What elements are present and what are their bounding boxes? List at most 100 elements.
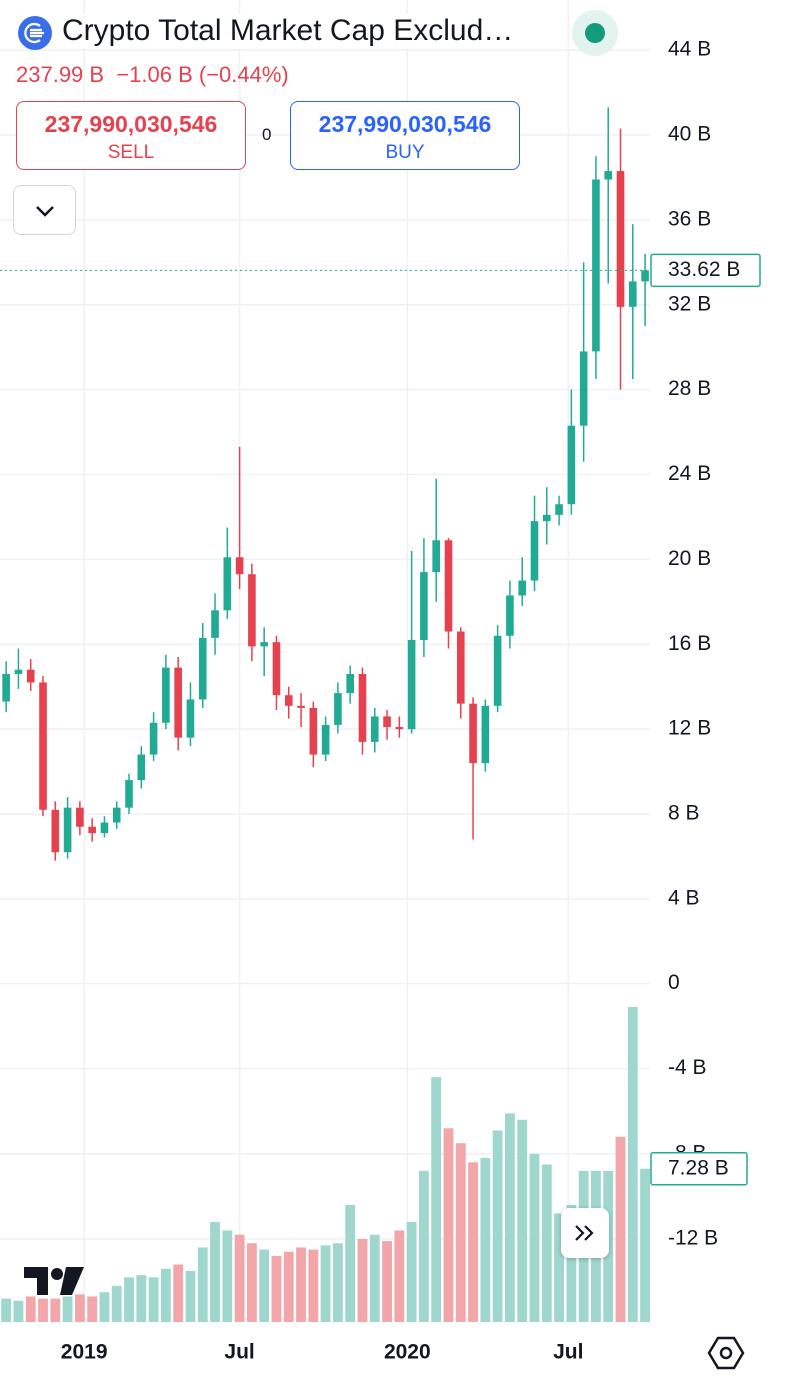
candle-body xyxy=(383,716,391,728)
candle-body xyxy=(211,610,219,638)
volume-bar xyxy=(136,1275,147,1322)
chevron xyxy=(36,206,54,217)
y-tick-label: 4 B xyxy=(668,886,700,909)
x-tick-label: 2019 xyxy=(61,1341,108,1364)
volume-bar xyxy=(492,1130,503,1322)
volume-bar xyxy=(320,1245,331,1322)
spread: 0 xyxy=(262,125,272,144)
candle-body xyxy=(186,699,195,738)
candle-body xyxy=(456,631,465,704)
volume-bar xyxy=(234,1234,245,1322)
settings-icon xyxy=(707,1336,745,1370)
volume-bar xyxy=(418,1170,429,1322)
candle-body xyxy=(481,705,490,764)
volume-bar xyxy=(406,1221,417,1322)
candle-body xyxy=(112,807,121,823)
candle-body xyxy=(432,540,441,573)
y-tick-label: 28 B xyxy=(668,377,711,400)
candle-body xyxy=(2,673,10,702)
settings-button[interactable] xyxy=(706,1334,746,1377)
candle-body xyxy=(321,724,330,755)
buy-price: 237,990,030,546 xyxy=(318,111,492,137)
candle-body xyxy=(542,514,551,522)
y-tick-label: 36 B xyxy=(668,207,711,230)
volume-bar xyxy=(124,1277,134,1322)
volume-bar xyxy=(99,1292,110,1322)
collapse-button[interactable] xyxy=(13,185,76,235)
volume-bar xyxy=(160,1268,171,1322)
market-status[interactable] xyxy=(572,10,618,56)
candle-body xyxy=(592,179,600,352)
x-tick-label: Jul xyxy=(224,1341,254,1364)
y2-tick-label: -4 B xyxy=(668,1056,707,1079)
volume-bar xyxy=(455,1143,466,1322)
candle-body xyxy=(26,669,35,683)
sell-label: SELL xyxy=(107,142,155,163)
candle-body xyxy=(223,557,232,611)
candle-body xyxy=(493,635,502,706)
volume-bar xyxy=(529,1153,540,1322)
price-line: 237.99 B −1.06 B (−0.44%) xyxy=(16,62,289,88)
scroll-right-button[interactable] xyxy=(561,1208,609,1258)
volume-bar xyxy=(62,1296,73,1322)
candle-body xyxy=(407,640,416,730)
volume-bar xyxy=(357,1238,368,1322)
candle-body xyxy=(358,673,367,742)
change: −1.06 B (−0.44%) xyxy=(116,62,289,87)
volume-bar xyxy=(345,1204,356,1322)
volume-bar xyxy=(296,1247,306,1322)
last-price-box xyxy=(650,253,761,288)
volume-bar xyxy=(443,1128,454,1322)
y-tick-label: 20 B xyxy=(668,547,711,570)
symbol-icon xyxy=(18,16,52,50)
y-tick-label: 32 B xyxy=(668,292,711,315)
volume-bar xyxy=(640,1168,650,1322)
symbol-title[interactable]: Crypto Total Market Cap Exclud… xyxy=(62,14,514,48)
candle-body xyxy=(469,703,477,764)
candle-body xyxy=(39,682,47,810)
candle-body xyxy=(51,809,60,853)
candle-body xyxy=(395,727,404,730)
volume-bar xyxy=(566,1204,577,1322)
candle-body xyxy=(555,504,563,515)
candle-body xyxy=(63,807,72,853)
candle-body xyxy=(579,351,588,426)
candle-body xyxy=(518,580,527,596)
icon xyxy=(24,22,44,44)
x-tick-label: Jul xyxy=(553,1341,583,1364)
candle-body xyxy=(174,667,182,738)
volume-bar xyxy=(308,1249,319,1322)
last-volume-label: 7.28 B xyxy=(668,1156,729,1179)
y2-tick-label: -12 B xyxy=(668,1227,718,1250)
candle-body xyxy=(100,822,109,834)
candle-body xyxy=(444,540,453,632)
volume-bar xyxy=(554,1213,564,1322)
volume-bar xyxy=(246,1243,257,1322)
y-tick-label: 24 B xyxy=(668,462,711,485)
candle-body xyxy=(370,716,379,742)
y-tick-label: 44 B xyxy=(668,38,711,61)
chevrons xyxy=(575,1225,594,1241)
volume-bar xyxy=(13,1300,24,1322)
volume-bar xyxy=(111,1285,122,1322)
volume-bar xyxy=(517,1119,528,1322)
candle-body xyxy=(628,281,637,307)
logo-mark xyxy=(24,1267,84,1295)
candle-body xyxy=(420,572,428,641)
volume-bar xyxy=(210,1221,220,1322)
candle-body xyxy=(641,270,649,282)
volume-bar xyxy=(148,1277,159,1322)
candle-body xyxy=(297,705,305,708)
last-price-label: 33.62 B xyxy=(668,258,740,281)
sell-button[interactable]: 237,990,030,546 SELL xyxy=(16,101,246,170)
volume-bar xyxy=(627,1006,638,1322)
candle-body xyxy=(284,695,293,706)
buy-button[interactable]: 237,990,030,546 BUY xyxy=(290,101,520,170)
candle-body xyxy=(334,693,342,725)
sell-price: 237,990,030,546 xyxy=(44,111,218,137)
volume-bar xyxy=(283,1251,294,1322)
candle-body xyxy=(76,807,84,827)
volume-bar xyxy=(74,1294,85,1322)
